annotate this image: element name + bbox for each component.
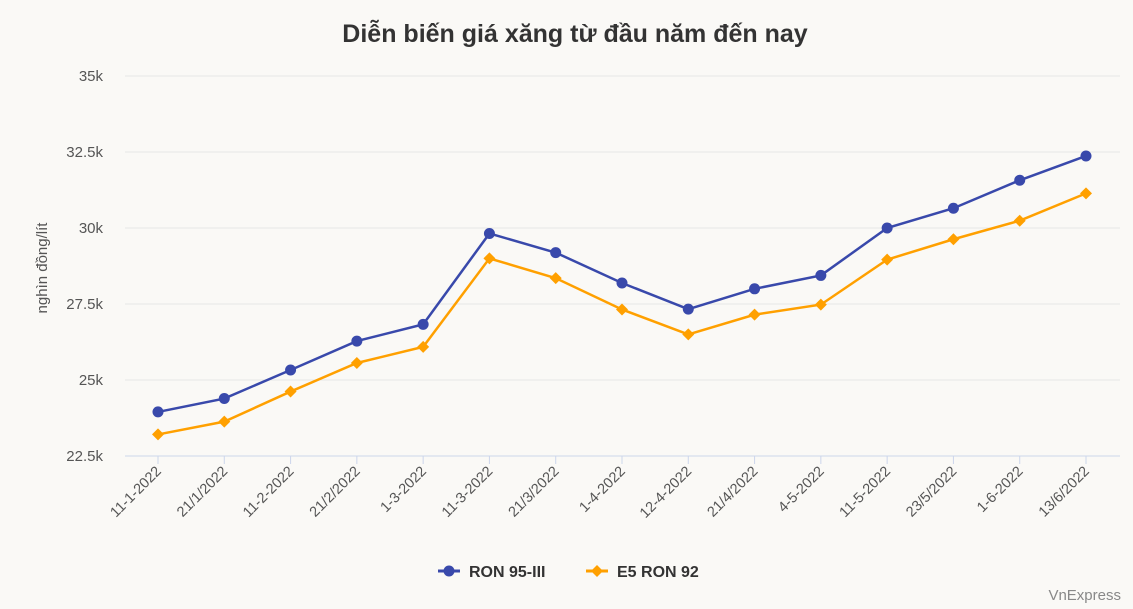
data-point (417, 340, 430, 353)
data-point (350, 356, 363, 369)
data-point (947, 202, 959, 214)
data-point (284, 385, 297, 398)
y-tick-label: 32.5k (66, 144, 103, 161)
data-point (152, 428, 164, 441)
x-tick-label: 13/6/2022 (1036, 464, 1093, 521)
legend-label: E5 RON 92 (617, 564, 699, 581)
legend-marker (591, 565, 603, 577)
data-point (815, 269, 827, 281)
data-point (1080, 187, 1092, 200)
data-point (947, 233, 960, 246)
y-tick-label: 25k (79, 372, 104, 389)
data-point (749, 283, 761, 295)
credit: VnExpress (1048, 587, 1121, 604)
x-tick-label: 1-6-2022 (974, 464, 1026, 516)
data-point (682, 303, 694, 315)
data-point (1080, 150, 1092, 162)
x-tick-label: 1-3-2022 (378, 464, 430, 516)
x-tick-label: 11-5-2022 (837, 464, 894, 521)
data-point (549, 272, 562, 285)
chart-title: Diễn biến giá xăng từ đầu năm đến nay (342, 18, 808, 48)
data-point (616, 277, 628, 289)
legend-label: RON 95-III (469, 564, 545, 581)
x-tick-label: 11-1-2022 (108, 464, 165, 521)
x-tick-label: 4-5-2022 (775, 464, 827, 516)
data-point (218, 415, 231, 428)
data-point (483, 252, 496, 265)
x-tick-label: 21/3/2022 (506, 464, 563, 521)
data-point (1014, 174, 1026, 186)
y-tick-label: 30k (79, 220, 104, 237)
x-tick-label: 1-4-2022 (576, 464, 628, 516)
data-point (616, 303, 628, 316)
x-tick-label: 11-3-2022 (439, 464, 496, 521)
data-point (417, 318, 429, 330)
x-tick-label: 21/2/2022 (307, 464, 364, 521)
data-point (550, 247, 562, 259)
x-tick-label: 12-4-2022 (637, 464, 695, 522)
data-point (218, 393, 230, 405)
data-point (1013, 214, 1026, 227)
y-tick-label: 22.5k (66, 448, 103, 465)
data-point (483, 227, 495, 239)
x-tick-label: 11-2-2022 (240, 464, 297, 521)
data-point (285, 364, 297, 376)
data-point (351, 335, 363, 347)
data-point (748, 308, 761, 321)
y-tick-label: 35k (79, 68, 104, 85)
data-point (814, 298, 827, 311)
y-tick-label: 27.5k (66, 296, 103, 313)
x-tick-label: 21/4/2022 (704, 464, 761, 521)
data-point (682, 328, 695, 341)
legend-marker (443, 565, 455, 577)
data-point (152, 406, 164, 418)
x-tick-label: 23/5/2022 (903, 464, 960, 521)
data-point (881, 253, 894, 266)
x-tick-label: 21/1/2022 (174, 464, 231, 521)
data-point (881, 222, 893, 234)
y-axis-label: nghìn đồng/lít (34, 222, 51, 314)
